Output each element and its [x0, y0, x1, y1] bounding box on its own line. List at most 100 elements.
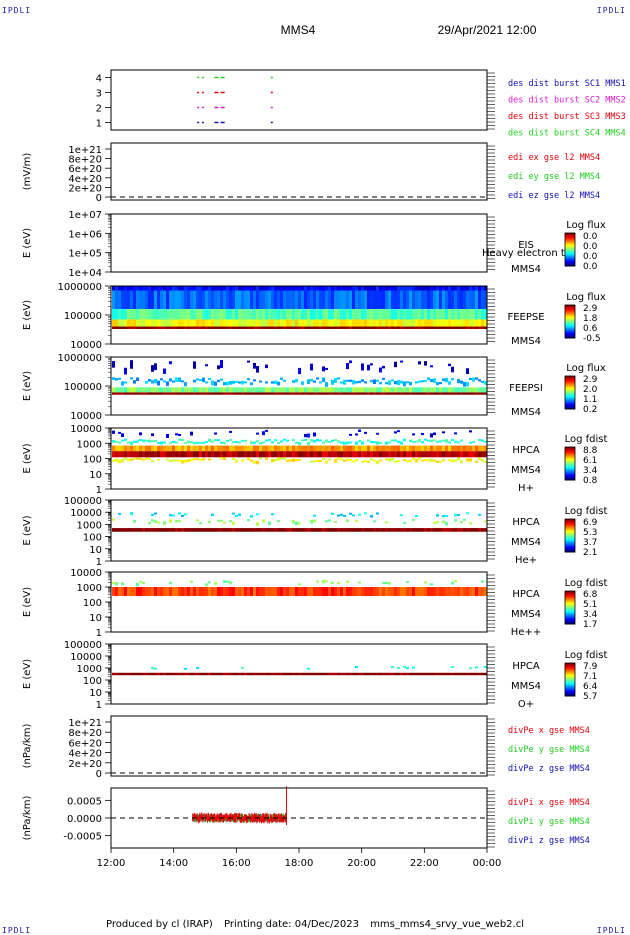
spectrogram-cell	[331, 587, 334, 597]
spectrogram-cell	[121, 319, 124, 327]
spectrogram-cell	[142, 392, 145, 395]
spectrogram-cell	[427, 387, 430, 393]
spectrogram-cell	[190, 528, 193, 532]
spectrogram-cell	[283, 379, 286, 382]
colorbar-cell	[565, 672, 575, 675]
spectrogram-cell	[289, 286, 292, 291]
colorbar-tick-label: 7.1	[583, 672, 597, 682]
spectrogram-cell	[193, 387, 196, 393]
spectrogram-cell	[250, 587, 253, 597]
spectrogram-cell	[346, 379, 349, 382]
colorbar-tick-label: 3.7	[583, 538, 597, 548]
colorbar-cell	[565, 242, 575, 245]
spectrogram-cell	[142, 319, 145, 327]
spectrogram-cell	[439, 445, 442, 452]
spectrogram-cell	[202, 286, 205, 291]
spectrogram-cell	[184, 392, 187, 395]
spectrogram-cell	[466, 392, 469, 395]
spectrogram-cell	[202, 319, 205, 327]
spectrogram-cell	[442, 459, 445, 462]
spectrogram-cell	[265, 439, 268, 442]
spectrogram-cell	[385, 441, 388, 445]
spectrogram-cell	[334, 387, 337, 393]
spectrogram-cell	[409, 290, 412, 310]
spectrogram-cell	[427, 587, 430, 597]
spectrogram-cell	[274, 387, 277, 393]
spectrogram-cell	[178, 520, 181, 523]
spectrogram-cell	[298, 392, 301, 395]
spectrogram-cell	[421, 445, 424, 452]
spectrogram-cell	[457, 451, 460, 458]
y-tick-label: 0.0005	[67, 796, 102, 807]
spectrogram-cell	[454, 326, 457, 329]
legend-entry: divPe z gse MMS4	[508, 764, 590, 774]
spectrogram-cell	[256, 286, 259, 291]
spectrogram-cell	[412, 518, 415, 522]
spectrogram-cell	[250, 515, 253, 518]
colorbar-cell	[565, 458, 575, 460]
spectrogram-cell	[121, 445, 124, 452]
spectrogram-cell	[160, 290, 163, 310]
spectrogram-cell	[142, 581, 145, 585]
spectrogram-cell	[340, 309, 343, 320]
spectrogram-cell	[316, 319, 319, 327]
spectrogram-cell	[292, 309, 295, 320]
spectrogram-cell	[415, 309, 418, 320]
spectrogram-cell	[340, 319, 343, 327]
spectrogram-cell	[157, 387, 160, 393]
spectrogram-cell	[484, 520, 487, 523]
spectrogram-cell	[358, 672, 361, 676]
spectrogram-cell	[130, 387, 133, 393]
y-tick-label: 10000	[70, 424, 102, 435]
spectrogram-cell	[370, 528, 373, 532]
spectrogram-cell	[160, 309, 163, 320]
spectrogram-cell	[295, 672, 298, 676]
spectrogram-cell	[319, 309, 322, 320]
spectrogram-cell	[274, 451, 277, 458]
spectrogram-cell	[199, 528, 202, 532]
spectrogram-cell	[355, 387, 358, 393]
spectrogram-cell	[250, 392, 253, 395]
spectrogram-cell	[364, 587, 367, 597]
spectrogram-cell	[343, 441, 346, 445]
spectrogram-cell	[271, 441, 274, 444]
spectrogram-cell	[484, 319, 487, 327]
spectrogram-cell	[343, 445, 346, 452]
spectrogram-cell	[196, 309, 199, 320]
spectrogram-cell	[460, 326, 463, 329]
spectrogram-cell	[481, 587, 484, 597]
spectrogram-cell	[400, 445, 403, 452]
spectrogram-cell	[163, 290, 166, 310]
spectrogram-cell	[280, 457, 283, 460]
spectrogram-cell	[193, 319, 196, 327]
spectrogram-cell	[241, 319, 244, 327]
spectrogram-cell	[127, 286, 130, 291]
y-axis-title: (mV/m)	[22, 153, 33, 191]
spectrogram-cell	[466, 387, 469, 393]
legend-entry: edi ez gse l2 MMS4	[508, 191, 600, 201]
spectrogram-cell	[268, 387, 271, 393]
spectrogram-cell	[427, 528, 430, 532]
spectrogram-cell	[349, 512, 352, 515]
y-tick-label: 100000	[64, 496, 102, 507]
spectrogram-cell	[325, 439, 328, 443]
spectrogram-cell	[436, 460, 439, 463]
colorbar-cell	[565, 259, 575, 261]
spectrogram-cell	[319, 387, 322, 393]
spectrogram-cell	[361, 286, 364, 291]
spectrogram-cell	[160, 387, 163, 393]
spectrogram-cell	[466, 458, 469, 462]
colorbar-cell	[565, 604, 575, 606]
spectrogram-cell	[265, 319, 268, 327]
colorbar-cell	[565, 611, 575, 614]
spectrogram-cell	[211, 290, 214, 310]
spectrogram-cell	[187, 290, 190, 310]
colorbar-cell	[565, 233, 575, 235]
spectrogram-cell	[469, 441, 472, 444]
spectrogram-cell	[370, 441, 373, 444]
spectrogram-cell	[292, 392, 295, 395]
spectrogram-cell	[229, 381, 232, 385]
spectrogram-cell	[268, 587, 271, 597]
spectrogram-cell	[400, 380, 403, 384]
